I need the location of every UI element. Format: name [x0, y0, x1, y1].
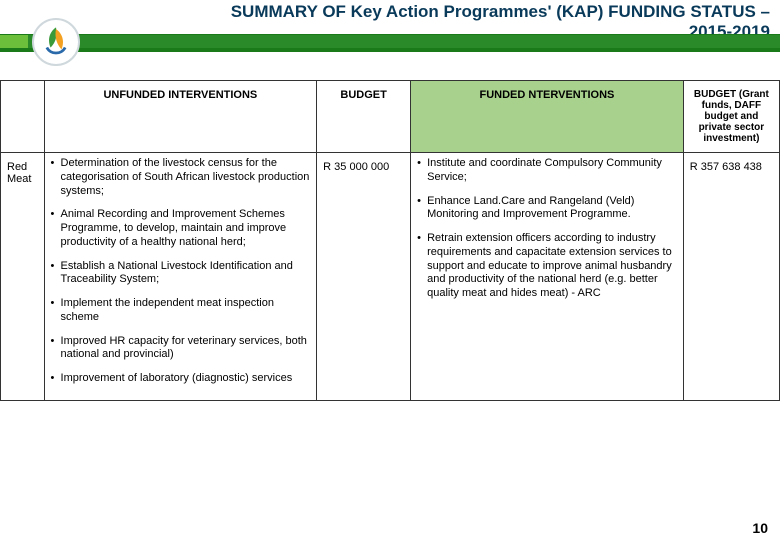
funding-table: UNFUNDED INTERVENTIONS BUDGET FUNDED NTE…: [0, 80, 780, 401]
green-strip: [0, 34, 780, 48]
leaf-logo-icon: [34, 20, 78, 64]
list-item: Retrain extension officers according to …: [417, 232, 677, 301]
list-item: Improvement of laboratory (diagnostic) s…: [51, 372, 311, 386]
funded-list: Institute and coordinate Compulsory Comm…: [417, 157, 677, 301]
col-header-unfunded: UNFUNDED INTERVENTIONS: [44, 81, 317, 153]
row-label: Red Meat: [1, 153, 45, 401]
funded-budget: R 357 638 438: [683, 153, 779, 401]
list-item: Establish a National Livestock Identific…: [51, 260, 311, 288]
col-header-funded: FUNDED NTERVENTIONS: [411, 81, 684, 153]
list-item: Implement the independent meat inspectio…: [51, 297, 311, 325]
col-header-budget-unfunded: BUDGET: [317, 81, 411, 153]
list-item: Improved HR capacity for veterinary serv…: [51, 335, 311, 363]
col-header-budget-funded: BUDGET (Grant funds, DAFF budget and pri…: [683, 81, 779, 153]
funded-cell: Institute and coordinate Compulsory Comm…: [411, 153, 684, 401]
col-header-blank: [1, 81, 45, 153]
list-item: Animal Recording and Improvement Schemes…: [51, 208, 311, 249]
table-header-row: UNFUNDED INTERVENTIONS BUDGET FUNDED NTE…: [1, 81, 780, 153]
table-wrap: UNFUNDED INTERVENTIONS BUDGET FUNDED NTE…: [0, 80, 780, 540]
header-bar: SUMMARY OF Key Action Programmes' (KAP) …: [0, 0, 780, 52]
slide-number: 10: [752, 520, 768, 536]
green-strip-accent: [0, 35, 28, 48]
unfunded-list: Determination of the livestock census fo…: [51, 157, 311, 386]
logo: [32, 18, 80, 66]
unfunded-budget: R 35 000 000: [317, 153, 411, 401]
title-line-1: SUMMARY OF Key Action Programmes' (KAP) …: [231, 2, 770, 21]
unfunded-cell: Determination of the livestock census fo…: [44, 153, 317, 401]
list-item: Determination of the livestock census fo…: [51, 157, 311, 198]
table-row: Red Meat Determination of the livestock …: [1, 153, 780, 401]
list-item: Institute and coordinate Compulsory Comm…: [417, 157, 677, 185]
list-item: Enhance Land.Care and Rangeland (Veld) M…: [417, 195, 677, 223]
